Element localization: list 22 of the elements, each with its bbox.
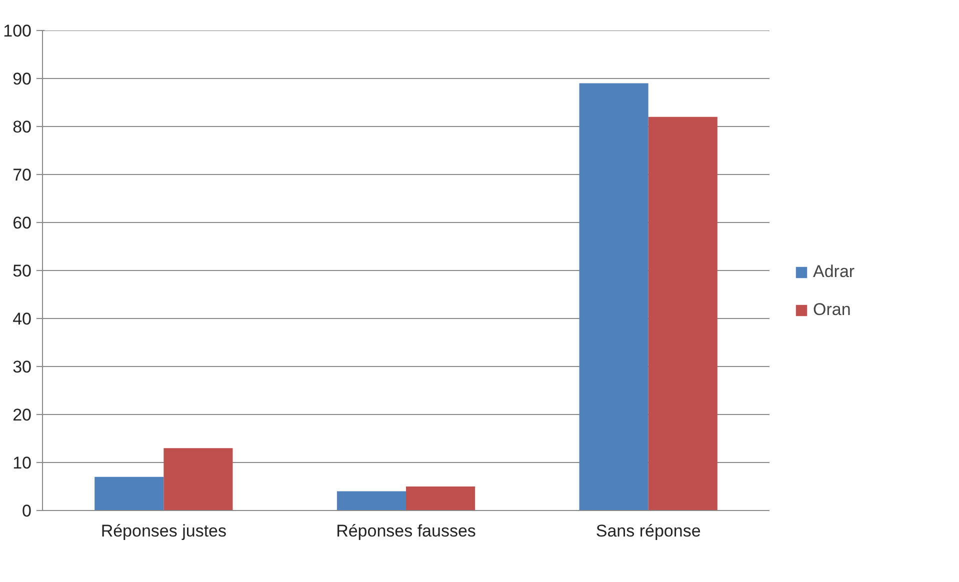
y-tick-label: 30 <box>12 358 32 376</box>
y-tick-label: 100 <box>3 22 32 40</box>
bar <box>94 476 164 510</box>
y-tick-label: 20 <box>12 406 32 424</box>
bar <box>579 83 648 510</box>
y-tick-label: 40 <box>12 310 32 328</box>
bar <box>336 491 406 510</box>
x-tick-label: Réponses fausses <box>336 522 476 540</box>
bar <box>406 486 476 510</box>
legend-label: Oran <box>813 300 851 320</box>
y-tick-label: 50 <box>12 262 32 280</box>
bar <box>648 116 718 510</box>
x-tick-label: Réponses justes <box>100 522 227 540</box>
bar <box>164 448 233 510</box>
y-tick-label: 0 <box>22 502 32 520</box>
legend-label: Adrar <box>813 262 855 282</box>
x-tick-label: Sans réponse <box>596 522 701 540</box>
y-tick-label: 90 <box>12 70 32 88</box>
y-tick-label: 80 <box>12 118 32 136</box>
y-tick-label: 70 <box>12 166 32 184</box>
y-tick-label: 60 <box>12 214 32 232</box>
y-tick-label: 10 <box>12 454 32 472</box>
